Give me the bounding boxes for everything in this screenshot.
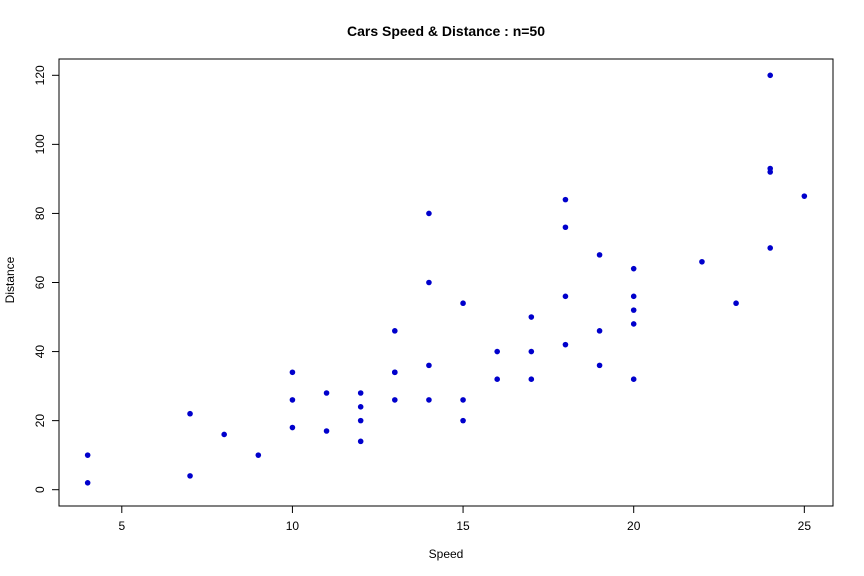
y-tick-label: 0 — [33, 486, 47, 493]
data-point — [596, 328, 603, 334]
y-tick-label: 120 — [33, 65, 47, 85]
data-point — [767, 72, 774, 79]
data-point — [494, 348, 500, 355]
y-axis: 0 20 40 60 80 100 120 — [33, 65, 60, 493]
data-point — [733, 300, 739, 307]
data-point — [630, 376, 637, 382]
data-point — [84, 479, 91, 486]
data-point — [630, 321, 637, 327]
data-point — [323, 390, 330, 396]
data-point — [255, 452, 262, 458]
data-point — [494, 376, 500, 382]
chart-title: Cars Speed & Distance : n=50 — [347, 23, 545, 39]
data-point — [630, 307, 637, 313]
data-point — [357, 417, 364, 424]
data-point — [289, 424, 296, 431]
data-point — [528, 314, 535, 320]
y-tick-label: 80 — [33, 206, 47, 220]
y-tick-label: 40 — [33, 345, 47, 359]
data-point — [460, 397, 466, 403]
data-point — [699, 258, 705, 265]
y-tick-label: 20 — [33, 414, 47, 428]
data-point — [426, 279, 432, 286]
y-tick-label: 100 — [33, 134, 47, 154]
data-point — [596, 252, 603, 258]
data-point — [426, 397, 432, 403]
data-point — [562, 341, 569, 348]
data-point — [528, 348, 535, 355]
data-point — [767, 165, 774, 172]
data-point — [801, 193, 808, 199]
data-point — [84, 452, 91, 458]
data-point — [289, 369, 296, 376]
data-point — [392, 328, 398, 334]
x-tick-label: 25 — [798, 519, 812, 533]
data-point — [187, 473, 193, 479]
y-axis-label: Distance — [3, 256, 17, 303]
data-point — [357, 390, 364, 396]
data-point — [289, 397, 296, 403]
x-tick-label: 10 — [286, 519, 300, 533]
data-point — [392, 397, 398, 403]
x-tick-label: 20 — [627, 519, 641, 533]
data-point — [187, 410, 193, 417]
data-point — [562, 196, 569, 203]
plot-area-frame — [58, 58, 834, 507]
x-tick-label: 5 — [118, 519, 125, 533]
data-point — [460, 417, 466, 424]
x-axis-label: Speed — [429, 547, 464, 561]
x-tick-label: 15 — [456, 519, 470, 533]
data-point — [357, 438, 364, 445]
data-points — [84, 72, 808, 486]
data-point — [630, 293, 637, 300]
data-point — [357, 404, 364, 410]
data-point — [221, 431, 227, 438]
data-point — [630, 265, 637, 272]
x-axis: 5 10 15 20 25 — [118, 505, 812, 533]
y-tick-label: 60 — [33, 276, 47, 290]
data-point — [528, 376, 535, 382]
data-point — [562, 293, 569, 300]
data-point — [426, 362, 432, 369]
data-point — [426, 210, 432, 217]
data-point — [460, 300, 466, 307]
data-point — [392, 369, 398, 376]
data-point — [596, 362, 603, 369]
data-point — [562, 224, 569, 231]
data-point — [323, 428, 330, 434]
data-point — [767, 245, 774, 251]
